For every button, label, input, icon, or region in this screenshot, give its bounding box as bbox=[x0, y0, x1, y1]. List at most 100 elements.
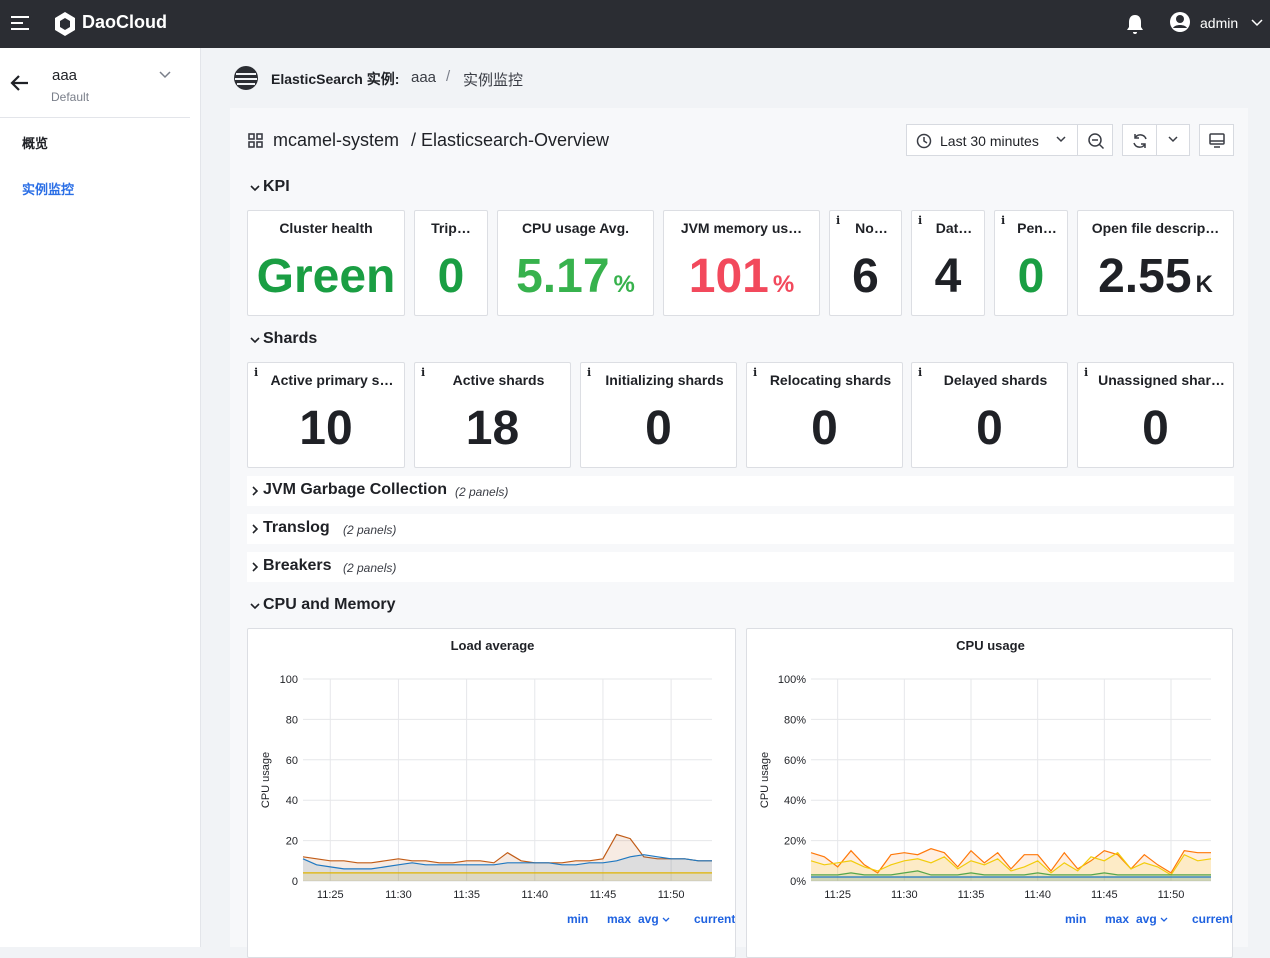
stat-number: Green bbox=[256, 250, 396, 303]
panel-title: Initializing shards bbox=[605, 372, 724, 388]
x-tick-label: 11:50 bbox=[658, 889, 685, 901]
time-range: Last 30 minutes bbox=[940, 133, 1039, 149]
info-icon[interactable]: i bbox=[1001, 214, 1006, 227]
y-axis-label: CPU usage bbox=[260, 752, 272, 808]
chevron-path bbox=[250, 603, 260, 610]
info-icon[interactable]: i bbox=[587, 366, 592, 379]
stat-number: 2.55 bbox=[1098, 250, 1192, 303]
legend-column[interactable]: min bbox=[567, 912, 588, 926]
breadcrumb-instance[interactable]: aaa bbox=[411, 69, 437, 86]
instance-chevron[interactable] bbox=[159, 70, 171, 80]
nav-item[interactable]: 概览 bbox=[22, 136, 49, 151]
stat-number: 0 bbox=[1017, 250, 1045, 303]
info-icon[interactable]: i bbox=[421, 366, 426, 379]
stat-number: 10 bbox=[299, 402, 353, 455]
y-tick-label: 80 bbox=[286, 714, 298, 726]
namespace: Default bbox=[51, 90, 90, 104]
zoom-out[interactable] bbox=[1077, 124, 1113, 156]
collapse-chevron bbox=[250, 185, 260, 192]
y-tick-label: 60 bbox=[286, 755, 298, 767]
user-chevron[interactable] bbox=[1251, 18, 1263, 28]
avatar[interactable] bbox=[1169, 11, 1191, 33]
series-line bbox=[810, 848, 1211, 874]
collapse-chevron bbox=[252, 486, 259, 496]
legend-column[interactable]: max bbox=[1105, 912, 1129, 926]
stat-value: 0 bbox=[912, 401, 1067, 456]
panel-title: Dat… bbox=[935, 220, 973, 236]
legend-column[interactable]: current bbox=[1192, 912, 1233, 926]
chart: CPU usage CPU usage 0% 20% 40% 60% 80% 100% 11:2… bbox=[759, 638, 1233, 926]
refresh-interval[interactable] bbox=[1156, 124, 1190, 156]
stat-number: 0 bbox=[645, 402, 672, 455]
legend-column[interactable]: avg bbox=[1136, 912, 1157, 926]
stat-panel: i Relocating shards 0 bbox=[746, 362, 903, 468]
refresh[interactable] bbox=[1122, 124, 1157, 156]
x-tick-label: 11:45 bbox=[590, 889, 617, 901]
stat-panel: i No… 6 bbox=[829, 210, 902, 316]
row-title: Translog bbox=[263, 519, 330, 536]
chart-panel: Load average CPU usage 0 20 40 60 80 100 11:25 11… bbox=[247, 628, 736, 958]
panel-title: Trip… bbox=[431, 220, 471, 236]
info-icon[interactable]: i bbox=[918, 366, 923, 379]
info-icon[interactable]: i bbox=[1084, 366, 1089, 379]
dashboard-folder[interactable]: mcamel-system bbox=[273, 130, 400, 150]
user-name[interactable]: admin bbox=[1200, 15, 1239, 31]
info-icon[interactable]: i bbox=[918, 214, 923, 227]
monitor-icon bbox=[1209, 133, 1225, 148]
chevron-path bbox=[252, 486, 259, 496]
collapsed-row[interactable]: JVM Garbage Collection (2 panels) bbox=[247, 476, 1234, 506]
stat-panel: Open file descrip… 2.55 K bbox=[1077, 210, 1234, 316]
row-count: (2 panels) bbox=[455, 485, 509, 499]
row-title: Breakers bbox=[263, 557, 332, 574]
nav-item[interactable]: 实例监控 bbox=[22, 182, 75, 197]
x-tick-label: 11:50 bbox=[1158, 889, 1185, 901]
stat-panel: i Initializing shards 0 bbox=[580, 362, 737, 468]
stat-panel: i Dat… 4 bbox=[911, 210, 985, 316]
collapsed-row[interactable]: Translog (2 panels) bbox=[247, 514, 1234, 544]
x-tick-label: 11:25 bbox=[824, 889, 851, 901]
panel-title: Unassigned shar… bbox=[1098, 372, 1225, 388]
legend-column[interactable]: avg bbox=[638, 912, 659, 926]
es-icon bbox=[234, 66, 258, 90]
panel-title: Pen… bbox=[1017, 220, 1057, 236]
x-tick-label: 11:30 bbox=[385, 889, 412, 901]
section-title[interactable]: Shards bbox=[263, 330, 318, 347]
panel-title: No… bbox=[855, 220, 888, 236]
zoom-icon bbox=[1088, 133, 1105, 150]
time-chevron bbox=[1056, 136, 1066, 143]
stat-panel: JVM memory us… 101% bbox=[663, 210, 820, 316]
y-tick-label: 20% bbox=[784, 836, 806, 848]
x-tick-label: 11:40 bbox=[521, 889, 548, 901]
info-icon[interactable]: i bbox=[753, 366, 758, 379]
stat-value: 5.17% bbox=[498, 249, 653, 304]
stat-value: 0 bbox=[1078, 401, 1233, 456]
collapse-chevron bbox=[250, 603, 260, 610]
time-picker[interactable]: Last 30 minutes bbox=[906, 124, 1078, 156]
sort-chevron bbox=[1160, 917, 1168, 922]
y-tick-label: 60% bbox=[784, 755, 806, 767]
breadcrumb-service[interactable]: ElasticSearch 实例: bbox=[271, 71, 400, 87]
section-title[interactable]: KPI bbox=[263, 178, 290, 195]
row-count: (2 panels) bbox=[343, 561, 397, 575]
tv-mode[interactable] bbox=[1199, 124, 1234, 156]
legend-column[interactable]: min bbox=[1065, 912, 1086, 926]
stat-panel: i Pen… 0 bbox=[994, 210, 1068, 316]
collapsed-row[interactable]: Breakers (2 panels) bbox=[247, 552, 1234, 582]
menu-icon[interactable] bbox=[10, 14, 30, 32]
y-tick-label: 40 bbox=[286, 795, 298, 807]
info-icon[interactable]: i bbox=[254, 366, 259, 379]
series-line bbox=[302, 833, 712, 864]
refresh-icon bbox=[1133, 134, 1147, 148]
legend-column[interactable]: current bbox=[694, 912, 735, 926]
section-title[interactable]: CPU and Memory bbox=[263, 596, 396, 613]
back-arrow[interactable] bbox=[10, 74, 30, 92]
brand: DaoCloud bbox=[82, 12, 167, 32]
legend-column[interactable]: max bbox=[607, 912, 631, 926]
bell-icon[interactable] bbox=[1125, 13, 1145, 35]
x-tick-label: 11:25 bbox=[317, 889, 344, 901]
stat-panel: i Unassigned shar… 0 bbox=[1077, 362, 1234, 468]
info-icon[interactable]: i bbox=[836, 214, 841, 227]
x-tick-label: 11:30 bbox=[891, 889, 918, 901]
stat-value: 4 bbox=[912, 249, 984, 304]
collapse-chevron bbox=[252, 524, 259, 534]
